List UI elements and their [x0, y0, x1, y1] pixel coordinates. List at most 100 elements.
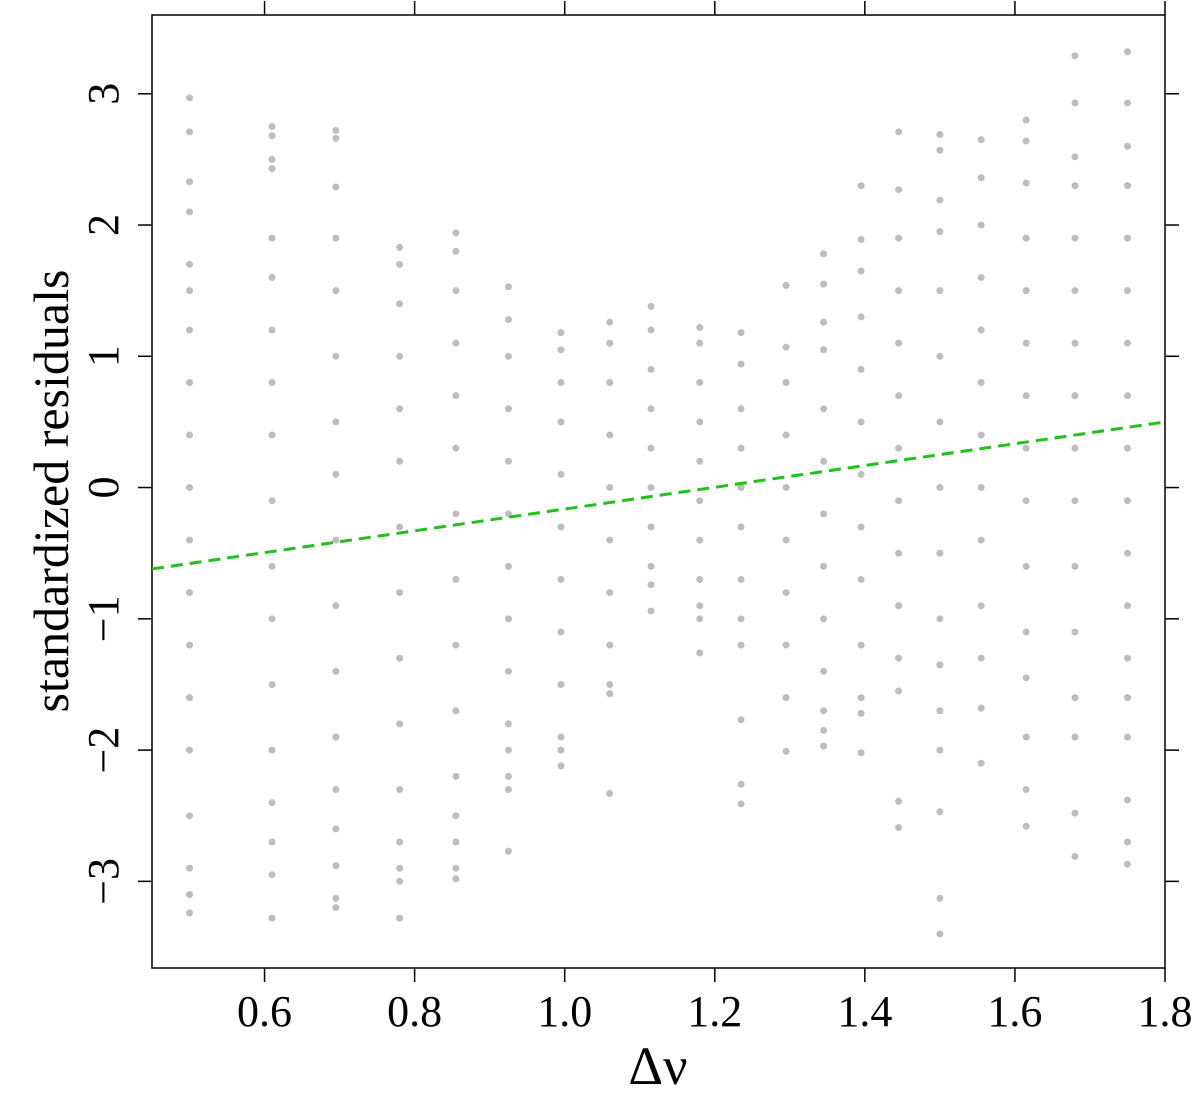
point: [977, 379, 985, 387]
point: [820, 707, 828, 715]
point: [186, 94, 194, 102]
point: [504, 405, 512, 413]
point: [647, 562, 655, 570]
point: [452, 247, 460, 255]
point: [977, 654, 985, 662]
point: [977, 326, 985, 334]
point: [557, 762, 565, 770]
point: [332, 183, 340, 191]
point: [452, 707, 460, 715]
point: [936, 418, 944, 426]
point: [936, 746, 944, 754]
point: [737, 484, 745, 492]
point: [504, 562, 512, 570]
y-tick-label: 0: [79, 477, 128, 499]
point: [936, 130, 944, 138]
x-tick-label: 1.0: [537, 987, 592, 1036]
point: [186, 287, 194, 295]
point: [820, 510, 828, 518]
point: [268, 680, 276, 688]
point: [332, 602, 340, 610]
point: [782, 747, 790, 755]
point: [895, 234, 903, 242]
point: [977, 536, 985, 544]
point: [696, 323, 704, 331]
point: [737, 615, 745, 623]
point: [857, 575, 865, 583]
point: [332, 894, 340, 902]
point: [820, 346, 828, 354]
point: [396, 300, 404, 308]
point: [857, 470, 865, 478]
point: [606, 641, 614, 649]
point: [857, 235, 865, 243]
point: [1022, 444, 1030, 452]
y-axis-label: standardized residuals: [23, 270, 79, 713]
point: [696, 497, 704, 505]
point: [396, 405, 404, 413]
point: [606, 536, 614, 544]
point: [452, 444, 460, 452]
point: [895, 824, 903, 832]
point: [1071, 153, 1079, 161]
point: [1071, 694, 1079, 702]
y-tick-label: −3: [79, 858, 128, 905]
point: [857, 267, 865, 275]
point: [606, 318, 614, 326]
point: [782, 484, 790, 492]
point: [737, 444, 745, 452]
point: [1071, 339, 1079, 347]
point: [1071, 628, 1079, 636]
point: [1022, 179, 1030, 187]
point: [895, 444, 903, 452]
point: [452, 772, 460, 780]
point: [452, 287, 460, 295]
point: [332, 904, 340, 912]
point: [895, 287, 903, 295]
point: [696, 602, 704, 610]
point: [186, 178, 194, 186]
point: [820, 667, 828, 675]
point: [782, 431, 790, 439]
point: [268, 379, 276, 387]
point: [268, 431, 276, 439]
point: [452, 575, 460, 583]
point: [606, 589, 614, 597]
point: [1071, 392, 1079, 400]
point: [557, 329, 565, 337]
point: [782, 641, 790, 649]
point: [332, 352, 340, 360]
point: [977, 431, 985, 439]
point: [936, 661, 944, 669]
point: [186, 484, 194, 492]
point: [452, 339, 460, 347]
point: [1022, 785, 1030, 793]
point: [332, 667, 340, 675]
fit-line: [151, 420, 1166, 571]
point: [1123, 392, 1131, 400]
point: [186, 746, 194, 754]
point: [268, 562, 276, 570]
point: [977, 602, 985, 610]
point: [332, 134, 340, 142]
point: [857, 182, 865, 190]
point: [452, 641, 460, 649]
point: [504, 667, 512, 675]
point: [268, 838, 276, 846]
point: [268, 274, 276, 282]
point: [696, 536, 704, 544]
point: [857, 418, 865, 426]
point: [696, 649, 704, 657]
point: [647, 523, 655, 531]
point: [396, 864, 404, 872]
point: [820, 405, 828, 413]
point: [268, 123, 276, 131]
point: [895, 602, 903, 610]
point: [857, 641, 865, 649]
point: [396, 523, 404, 531]
point: [936, 196, 944, 204]
point: [332, 287, 340, 295]
point: [895, 497, 903, 505]
point: [936, 287, 944, 295]
point: [396, 914, 404, 922]
